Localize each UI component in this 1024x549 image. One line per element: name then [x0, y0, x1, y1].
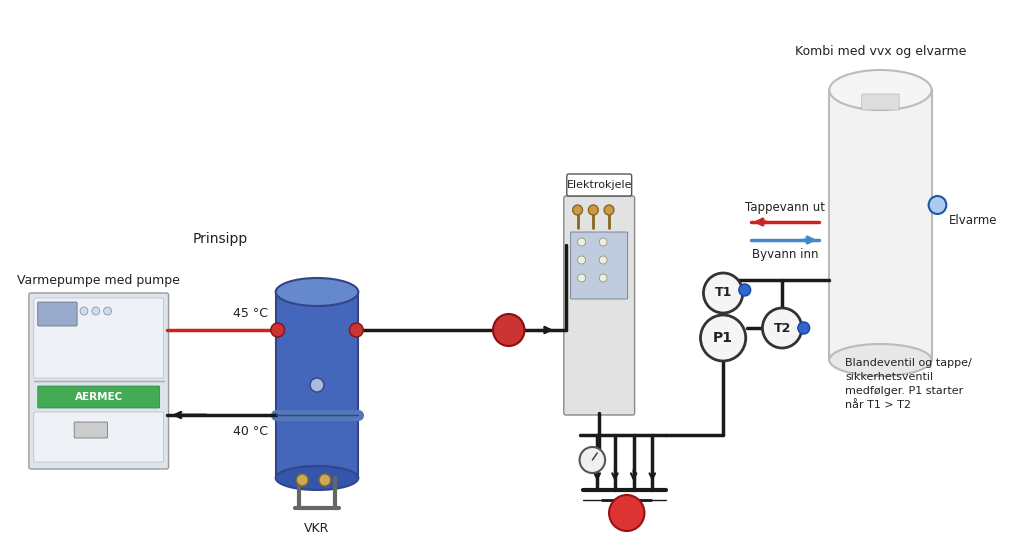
Bar — [829, 90, 932, 360]
Circle shape — [580, 447, 605, 473]
Text: 45 °C: 45 °C — [233, 307, 268, 320]
Circle shape — [493, 314, 524, 346]
Circle shape — [103, 307, 112, 315]
Circle shape — [589, 205, 598, 215]
FancyBboxPatch shape — [38, 386, 160, 408]
Text: Blandeventil og tappe/
sikkerhetsventil
medfølger. P1 starter
når T1 > T2: Blandeventil og tappe/ sikkerhetsventil … — [845, 358, 972, 410]
Text: 40 °C: 40 °C — [233, 425, 268, 438]
Circle shape — [270, 323, 285, 337]
Text: T1: T1 — [715, 287, 732, 300]
Text: Tappevann ut: Tappevann ut — [745, 201, 825, 214]
Text: AERMEC: AERMEC — [75, 392, 123, 402]
Circle shape — [798, 322, 810, 334]
FancyBboxPatch shape — [564, 196, 635, 415]
FancyBboxPatch shape — [862, 94, 899, 110]
FancyBboxPatch shape — [74, 422, 108, 438]
Circle shape — [609, 495, 644, 531]
Circle shape — [599, 256, 607, 264]
Text: Elektrokjele: Elektrokjele — [566, 180, 632, 190]
Circle shape — [578, 274, 586, 282]
Text: Varmepumpe med pumpe: Varmepumpe med pumpe — [17, 274, 180, 287]
Circle shape — [310, 378, 324, 392]
Circle shape — [929, 196, 946, 214]
FancyBboxPatch shape — [566, 174, 632, 196]
Circle shape — [319, 474, 331, 486]
Text: VKR: VKR — [304, 522, 330, 535]
Ellipse shape — [829, 70, 932, 110]
Circle shape — [599, 238, 607, 246]
Circle shape — [296, 474, 308, 486]
Text: Byvann inn: Byvann inn — [752, 248, 818, 261]
Bar — [275, 292, 358, 478]
Circle shape — [763, 308, 802, 348]
Circle shape — [739, 284, 751, 296]
Circle shape — [572, 205, 583, 215]
Circle shape — [578, 256, 586, 264]
Ellipse shape — [275, 466, 358, 490]
FancyBboxPatch shape — [34, 412, 164, 462]
Text: Elvarme: Elvarme — [949, 214, 997, 227]
Circle shape — [92, 307, 99, 315]
FancyBboxPatch shape — [38, 302, 77, 326]
Ellipse shape — [275, 278, 358, 306]
Circle shape — [604, 205, 614, 215]
Circle shape — [80, 307, 88, 315]
Circle shape — [349, 323, 364, 337]
Circle shape — [578, 238, 586, 246]
FancyBboxPatch shape — [570, 232, 628, 299]
Circle shape — [703, 273, 742, 313]
Text: P1: P1 — [713, 331, 733, 345]
Circle shape — [700, 315, 745, 361]
Ellipse shape — [829, 344, 932, 376]
FancyBboxPatch shape — [29, 293, 169, 469]
Text: Kombi med vvx og elvarme: Kombi med vvx og elvarme — [795, 45, 966, 58]
Text: T2: T2 — [773, 322, 791, 334]
FancyBboxPatch shape — [34, 298, 164, 378]
Text: Prinsipp: Prinsipp — [193, 232, 248, 246]
Circle shape — [599, 274, 607, 282]
